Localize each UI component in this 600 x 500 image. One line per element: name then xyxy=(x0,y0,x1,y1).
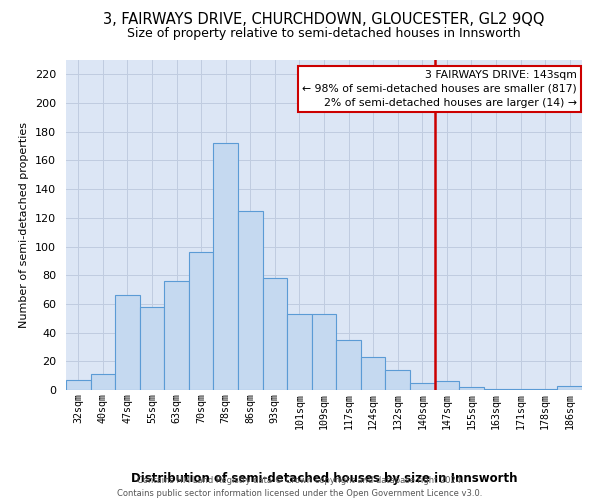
Text: Size of property relative to semi-detached houses in Innsworth: Size of property relative to semi-detach… xyxy=(127,28,521,40)
Bar xyxy=(214,143,238,390)
Bar xyxy=(336,340,361,390)
Bar xyxy=(508,388,533,390)
Bar xyxy=(361,357,385,390)
Bar xyxy=(287,314,312,390)
Bar xyxy=(66,380,91,390)
Bar xyxy=(238,210,263,390)
Bar xyxy=(484,388,508,390)
Text: 3, FAIRWAYS DRIVE, CHURCHDOWN, GLOUCESTER, GL2 9QQ: 3, FAIRWAYS DRIVE, CHURCHDOWN, GLOUCESTE… xyxy=(103,12,545,28)
Bar xyxy=(434,382,459,390)
Bar xyxy=(189,252,214,390)
Bar xyxy=(312,314,336,390)
Bar xyxy=(263,278,287,390)
Bar xyxy=(164,281,189,390)
Bar xyxy=(557,386,582,390)
Bar xyxy=(140,307,164,390)
Bar xyxy=(115,296,140,390)
Bar xyxy=(410,383,434,390)
Text: Contains HM Land Registry data © Crown copyright and database right 2024.
Contai: Contains HM Land Registry data © Crown c… xyxy=(118,476,482,498)
Bar xyxy=(459,387,484,390)
Text: 3 FAIRWAYS DRIVE: 143sqm
← 98% of semi-detached houses are smaller (817)
2% of s: 3 FAIRWAYS DRIVE: 143sqm ← 98% of semi-d… xyxy=(302,70,577,108)
Bar xyxy=(533,388,557,390)
Bar xyxy=(385,370,410,390)
Y-axis label: Number of semi-detached properties: Number of semi-detached properties xyxy=(19,122,29,328)
Bar xyxy=(91,374,115,390)
Text: Distribution of semi-detached houses by size in Innsworth: Distribution of semi-detached houses by … xyxy=(131,472,517,485)
